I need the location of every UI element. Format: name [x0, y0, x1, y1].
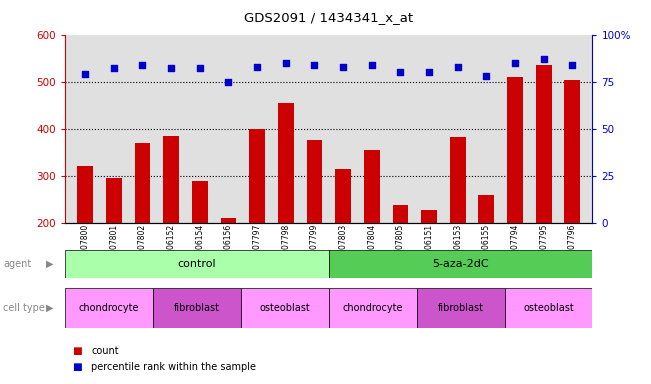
Text: ■: ■ — [72, 346, 81, 356]
Bar — [564, 80, 580, 223]
Bar — [335, 169, 351, 223]
Point — [481, 73, 492, 79]
Point — [281, 60, 291, 66]
Bar — [307, 141, 322, 223]
Point — [395, 69, 406, 75]
Text: osteoblast: osteoblast — [523, 303, 574, 313]
Bar — [505, 288, 592, 328]
Bar — [106, 178, 122, 223]
Point — [367, 61, 377, 68]
Bar — [393, 205, 408, 223]
Point — [252, 63, 262, 70]
Point — [109, 65, 119, 71]
Point — [424, 69, 434, 75]
Bar — [278, 103, 294, 223]
Bar — [77, 166, 93, 223]
Text: ■: ■ — [72, 362, 81, 372]
Point — [510, 60, 520, 66]
Bar — [329, 288, 417, 328]
Text: 5-aza-2dC: 5-aza-2dC — [432, 259, 489, 269]
Point — [338, 63, 348, 70]
Point — [452, 63, 463, 70]
Bar — [153, 288, 241, 328]
Bar — [421, 210, 437, 223]
Bar — [478, 195, 494, 223]
Bar — [65, 250, 329, 278]
Text: fibroblast: fibroblast — [437, 303, 484, 313]
Text: ▶: ▶ — [46, 303, 54, 313]
Bar — [507, 77, 523, 223]
Bar — [135, 143, 150, 223]
Bar — [221, 218, 236, 223]
Point — [166, 65, 176, 71]
Text: GDS2091 / 1434341_x_at: GDS2091 / 1434341_x_at — [244, 12, 413, 25]
Bar — [329, 250, 592, 278]
Text: percentile rank within the sample: percentile rank within the sample — [91, 362, 256, 372]
Text: fibroblast: fibroblast — [174, 303, 220, 313]
Bar — [364, 150, 380, 223]
Text: control: control — [178, 259, 216, 269]
Point — [80, 71, 90, 77]
Text: chondrocyte: chondrocyte — [342, 303, 403, 313]
Point — [223, 79, 234, 85]
Text: agent: agent — [3, 259, 31, 269]
Text: ▶: ▶ — [46, 259, 54, 269]
Bar — [417, 288, 505, 328]
Bar — [241, 288, 329, 328]
Point — [137, 61, 148, 68]
Point — [567, 61, 577, 68]
Bar — [163, 136, 179, 223]
Point — [309, 61, 320, 68]
Bar — [536, 65, 551, 223]
Bar — [65, 288, 153, 328]
Point — [538, 56, 549, 62]
Point — [195, 65, 205, 71]
Bar — [450, 137, 465, 223]
Text: chondrocyte: chondrocyte — [79, 303, 139, 313]
Bar — [192, 181, 208, 223]
Text: count: count — [91, 346, 118, 356]
Text: osteoblast: osteoblast — [260, 303, 310, 313]
Bar — [249, 129, 265, 223]
Text: cell type: cell type — [3, 303, 45, 313]
